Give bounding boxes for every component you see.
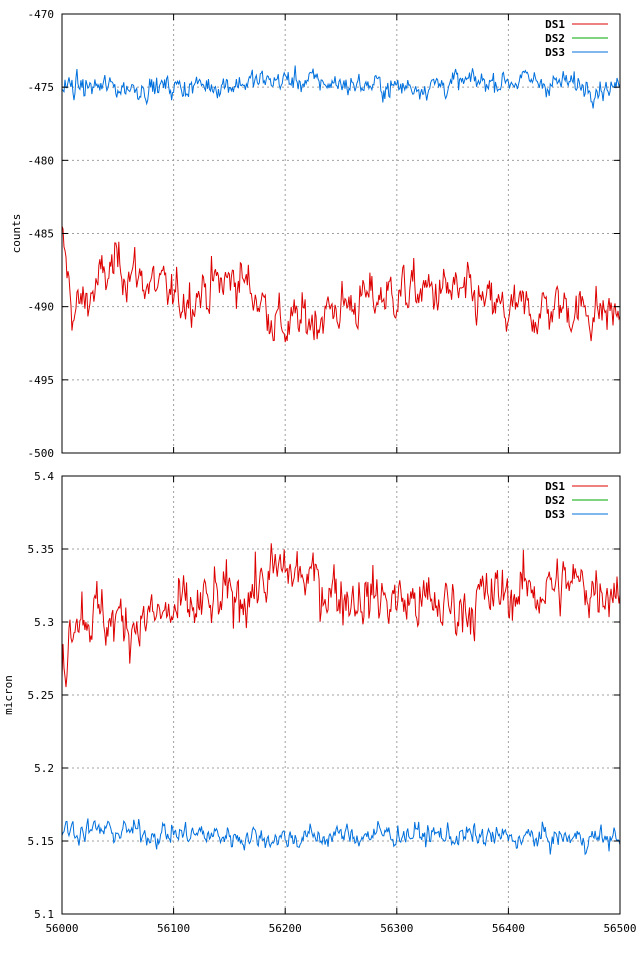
series-line-ds1 [61, 226, 621, 343]
y-axis-label: micron [2, 675, 15, 715]
plot-frame [61, 475, 621, 915]
y-tick-label: 5.25 [28, 689, 55, 702]
legend-label-ds3: DS3 [545, 508, 565, 521]
series-line-ds1 [61, 543, 621, 688]
x-tick-label: 56200 [269, 922, 302, 935]
y-tick-label: 5.4 [34, 470, 54, 483]
y-tick-label: -480 [28, 154, 55, 167]
x-tick-label: 56400 [492, 922, 525, 935]
x-tick-label: 56100 [157, 922, 190, 935]
y-tick-label: 5.3 [34, 616, 54, 629]
series-line-ds3 [61, 65, 621, 109]
y-tick-label: -470 [28, 8, 55, 21]
legend-label-ds1: DS1 [545, 18, 565, 31]
legend-label-ds2: DS2 [545, 494, 565, 507]
legend-label-ds2: DS2 [545, 32, 565, 45]
y-tick-label: 5.1 [34, 908, 54, 921]
x-tick-label: 56500 [603, 922, 636, 935]
y-tick-label: -485 [28, 228, 55, 241]
legend-label-ds1: DS1 [545, 480, 565, 493]
y-tick-label: 5.15 [28, 835, 55, 848]
x-tick-label: 56000 [45, 922, 78, 935]
legend-label-ds3: DS3 [545, 46, 565, 59]
chart-panel-2: 5.1 5.15 5.2 5.25 5.3 5.35 5.4 56000 56100 56200 5… [2, 470, 637, 935]
y-tick-label: -500 [28, 447, 55, 460]
y-tick-label: -495 [28, 374, 55, 387]
x-tick-label: 56300 [380, 922, 413, 935]
chart-panel-1: -500 -495 -490 -485 -480 -475 -470 counts DS1DS2… [10, 8, 621, 460]
y-tick-label: -475 [28, 81, 55, 94]
y-tick-label: 5.2 [34, 762, 54, 775]
y-tick-label: 5.35 [28, 543, 55, 556]
y-tick-label: -490 [28, 301, 55, 314]
series-line-ds3 [61, 818, 621, 856]
y-axis-label: counts [10, 214, 23, 254]
